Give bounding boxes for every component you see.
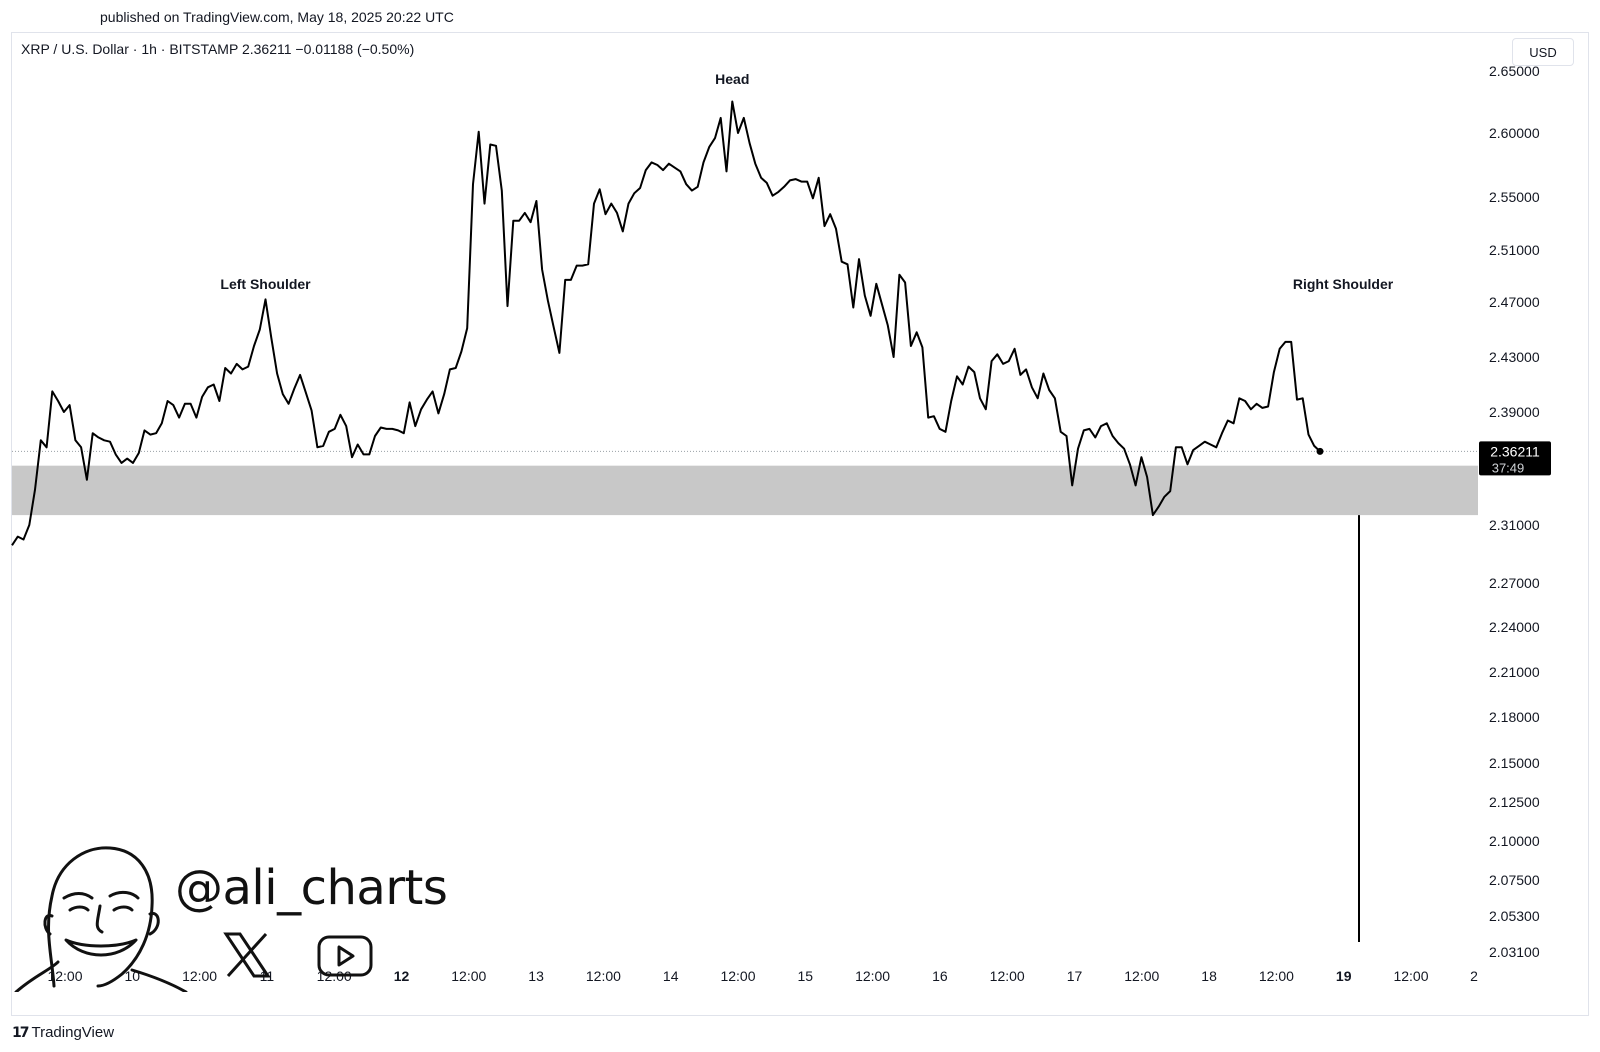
last-price-badge xyxy=(1479,441,1551,476)
x-tick-label: 16 xyxy=(932,968,948,984)
price-line xyxy=(11,100,1321,546)
x-tick-label: 12:00 xyxy=(855,968,890,984)
support-zone xyxy=(12,465,1478,516)
y-tick-label: 2.24000 xyxy=(1489,619,1540,635)
x-tick-label: 12:00 xyxy=(451,968,486,984)
y-tick-label: 2.43000 xyxy=(1489,349,1540,365)
x-tick-label: 12:00 xyxy=(1393,968,1428,984)
published-note: published on TradingView.com, May 18, 20… xyxy=(100,9,454,25)
x-tick-label: 12:00 xyxy=(47,968,82,984)
last-price-dot xyxy=(1316,447,1324,455)
y-tick-label: 2.27000 xyxy=(1489,575,1540,591)
tradingview-wordmark: TradingView xyxy=(31,1024,115,1041)
x-tick-label: 12:00 xyxy=(1124,968,1159,984)
y-tick-label: 2.55000 xyxy=(1489,189,1540,205)
x-tick-label: 12:00 xyxy=(1259,968,1294,984)
y-tick-label: 2.05300 xyxy=(1489,908,1540,924)
y-tick-label: 2.21000 xyxy=(1489,664,1540,680)
y-tick-label: 2.10000 xyxy=(1489,833,1540,849)
x-tick-label: 12:00 xyxy=(182,968,217,984)
x-tick-label: 14 xyxy=(663,968,679,984)
y-tick-label: 2.47000 xyxy=(1489,294,1540,310)
y-tick-label: 2.12500 xyxy=(1489,794,1540,810)
y-tick-label: 2.07500 xyxy=(1489,872,1540,888)
y-tick-label: 2.15000 xyxy=(1489,755,1540,771)
x-tick-label: 17 xyxy=(1067,968,1083,984)
x-tick-label: 12 xyxy=(394,968,410,984)
avatar-caricature-icon xyxy=(14,846,188,992)
y-tick-label: 2.65000 xyxy=(1489,63,1540,79)
bar-countdown: 37:49 xyxy=(1492,460,1525,475)
x-tick-label: 2 xyxy=(1470,968,1478,984)
pattern-label: Right Shoulder xyxy=(1293,276,1394,292)
tradingview-logo-icon: 17 xyxy=(12,1024,30,1041)
last-price-value: 2.36211 xyxy=(1490,443,1540,459)
y-tick-label: 2.03100 xyxy=(1489,944,1540,960)
x-tick-label: 12:00 xyxy=(586,968,621,984)
pattern-label: Head xyxy=(715,71,749,87)
currency-button[interactable]: USD xyxy=(1512,38,1574,66)
y-tick-label: 2.51000 xyxy=(1489,242,1540,258)
y-tick-label: 2.18000 xyxy=(1489,709,1540,725)
x-tick-label: 12:00 xyxy=(720,968,755,984)
y-tick-label: 2.39000 xyxy=(1489,404,1540,420)
watermark-handle: @ali_charts xyxy=(175,860,448,916)
x-tick-label: 12:00 xyxy=(990,968,1025,984)
youtube-play-icon xyxy=(317,935,373,977)
x-tick-label: 18 xyxy=(1201,968,1217,984)
x-tick-label: 19 xyxy=(1336,968,1352,984)
chart-frame xyxy=(11,32,1589,1016)
y-tick-label: 2.31000 xyxy=(1489,517,1540,533)
symbol-info: XRP / U.S. Dollar · 1h · BITSTAMP 2.3621… xyxy=(21,41,415,57)
pattern-label: Left Shoulder xyxy=(220,276,311,292)
x-tick-label: 15 xyxy=(798,968,814,984)
y-tick-label: 2.60000 xyxy=(1489,125,1540,141)
tradingview-branding[interactable]: 17 TradingView xyxy=(12,1024,114,1041)
x-logo-icon xyxy=(223,932,271,978)
x-tick-label: 13 xyxy=(528,968,544,984)
